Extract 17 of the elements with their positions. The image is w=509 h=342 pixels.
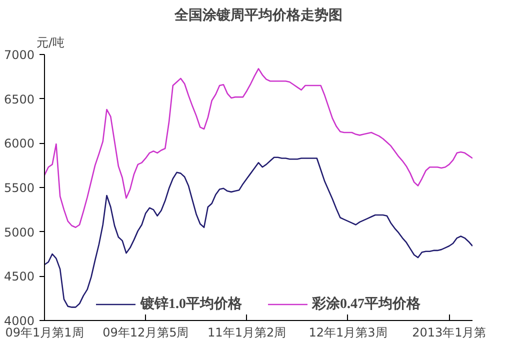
x-tick-label: 12年1月第3周 xyxy=(308,326,388,340)
line-series xyxy=(44,68,472,228)
x-tick-label: 09年1月第1周 xyxy=(5,326,84,340)
legend-label: 彩涂0.47平均价格 xyxy=(312,295,420,313)
y-tick-label: 4500 xyxy=(4,270,35,284)
y-tick-label: 4000 xyxy=(4,314,35,328)
x-tick-label: 09年12月第5周 xyxy=(102,326,189,340)
x-tick-label: 2013年1月第 xyxy=(412,326,486,340)
y-tick-label: 6000 xyxy=(4,136,35,151)
y-axis-title: 元/吨 xyxy=(36,36,65,50)
y-tick-label: 7000 xyxy=(4,48,35,62)
chart-title: 全国涂镀周平均价格走势图 xyxy=(174,6,342,24)
y-tick-label: 5500 xyxy=(4,181,35,195)
y-tick-label: 5000 xyxy=(4,225,35,240)
x-tick-label: 11年1月第2周 xyxy=(208,326,286,340)
y-tick-label: 6500 xyxy=(4,92,35,106)
legend-label: 镀锌1.0平均价格 xyxy=(140,295,242,313)
